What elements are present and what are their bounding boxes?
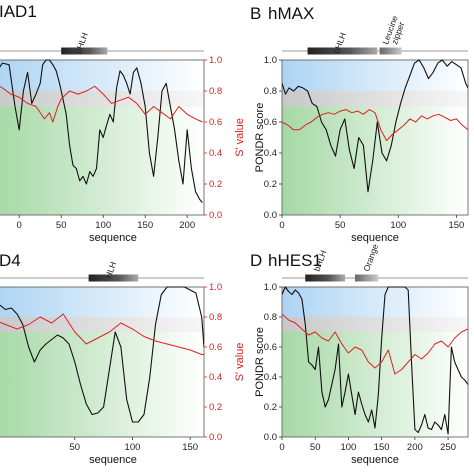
panel-b-title: hMAX bbox=[268, 4, 314, 23]
sprime-series-line bbox=[0, 313, 204, 355]
panel-a-title: IAD1 bbox=[0, 2, 37, 21]
x-tick-label: 150 bbox=[182, 442, 198, 453]
pondr-series-line bbox=[0, 59, 203, 203]
order-region bbox=[282, 332, 468, 437]
y-tick-label: 0.2 bbox=[264, 402, 277, 413]
y-tick-label: 1.0 bbox=[264, 282, 277, 293]
y-tick-label: 0.6 bbox=[264, 117, 277, 128]
panel-d-label: D bbox=[250, 251, 262, 270]
x-axis-label: sequence bbox=[351, 232, 399, 244]
x-tick-label: 50 bbox=[69, 442, 80, 453]
x-tick-label: 200 bbox=[179, 220, 195, 231]
y-tick-label: 0.4 bbox=[264, 372, 277, 383]
x-axis-label: sequence bbox=[89, 232, 137, 244]
x-tick-label: 0 bbox=[279, 220, 284, 231]
y2-tick-label: 0.6 bbox=[209, 117, 222, 128]
x-axis-label: sequence bbox=[351, 454, 399, 466]
panel-c-title: D4 bbox=[0, 251, 21, 270]
x-tick-label: 250 bbox=[440, 442, 456, 453]
order-region bbox=[0, 106, 204, 215]
y-tick-label: 1.0 bbox=[264, 55, 277, 66]
order-region bbox=[0, 332, 204, 437]
y2-tick-label: 0.8 bbox=[209, 86, 222, 97]
x-tick-label: 150 bbox=[137, 220, 153, 231]
x-tick-label: 50 bbox=[56, 220, 67, 231]
disorder-region bbox=[0, 287, 204, 317]
domain-bar bbox=[305, 274, 346, 282]
threshold-band bbox=[282, 317, 468, 332]
y2-tick-label: 0.0 bbox=[209, 210, 222, 221]
disorder-region bbox=[282, 60, 468, 91]
panel-b-label: B bbox=[250, 4, 261, 23]
domain-bar bbox=[61, 47, 108, 55]
y2-tick-label: 1.0 bbox=[209, 55, 222, 66]
plot-frame bbox=[0, 286, 205, 438]
disorder-region bbox=[0, 60, 204, 91]
x-tick-label: 100 bbox=[340, 442, 356, 453]
threshold-band bbox=[0, 91, 204, 107]
y2-tick-label: 0.4 bbox=[209, 148, 222, 159]
y-tick-label: 0.0 bbox=[264, 432, 277, 443]
pondr-series-line bbox=[0, 286, 204, 423]
x-tick-label: 0 bbox=[17, 220, 22, 231]
pondr-series-line bbox=[282, 286, 468, 435]
y2-tick-label: 0.6 bbox=[209, 342, 222, 353]
y-tick-label: 0.8 bbox=[264, 86, 277, 97]
pondr-series-line bbox=[282, 59, 468, 193]
x-tick-label: 0 bbox=[279, 442, 284, 453]
y2-tick-label: 0.8 bbox=[209, 312, 222, 323]
panel-d-title: hHES1 bbox=[268, 251, 322, 270]
y2-tick-label: 0.0 bbox=[209, 432, 222, 443]
x-tick-label: 100 bbox=[125, 442, 141, 453]
plot-frame bbox=[281, 286, 469, 438]
threshold-band bbox=[282, 91, 468, 107]
y2-tick-label: 0.2 bbox=[209, 402, 222, 413]
order-region bbox=[282, 106, 468, 215]
x-tick-label: 50 bbox=[335, 220, 346, 231]
sprime-series-line bbox=[282, 313, 468, 375]
sprime-series-line bbox=[0, 85, 203, 123]
domain-bar bbox=[88, 274, 139, 282]
domain-bar bbox=[379, 47, 402, 55]
disorder-region bbox=[282, 287, 468, 317]
x-tick-label: 150 bbox=[374, 442, 390, 453]
y2-tick-label: 0.2 bbox=[209, 179, 222, 190]
plot-frame bbox=[0, 59, 205, 216]
sprime-series-line bbox=[282, 109, 468, 142]
threshold-band bbox=[0, 317, 204, 332]
y-tick-label: 0.4 bbox=[264, 148, 277, 159]
x-tick-label: 150 bbox=[448, 220, 464, 231]
domain-bar bbox=[355, 274, 379, 282]
x-tick-label: 50 bbox=[310, 442, 321, 453]
x-tick-label: 100 bbox=[95, 220, 111, 231]
domain-bar bbox=[307, 47, 378, 55]
y-tick-label: 0.8 bbox=[264, 312, 277, 323]
plot-frame bbox=[281, 59, 469, 216]
y2-tick-label: 1.0 bbox=[209, 282, 222, 293]
y2-axis-label: S' value bbox=[234, 118, 246, 157]
domain-label: Orange bbox=[361, 242, 380, 272]
x-tick-label: 100 bbox=[390, 220, 406, 231]
y-tick-label: 0.6 bbox=[264, 342, 277, 353]
x-axis-label: sequence bbox=[89, 454, 137, 466]
y2-tick-label: 0.4 bbox=[209, 372, 222, 383]
x-tick-label: 200 bbox=[407, 442, 423, 453]
y-axis-label: PONDR score bbox=[254, 103, 266, 173]
y-tick-label: 0.2 bbox=[264, 179, 277, 190]
y-tick-label: 0.0 bbox=[264, 210, 277, 221]
y-axis-label: PONDR score bbox=[254, 327, 266, 397]
y2-axis-label: S' value bbox=[234, 343, 246, 382]
